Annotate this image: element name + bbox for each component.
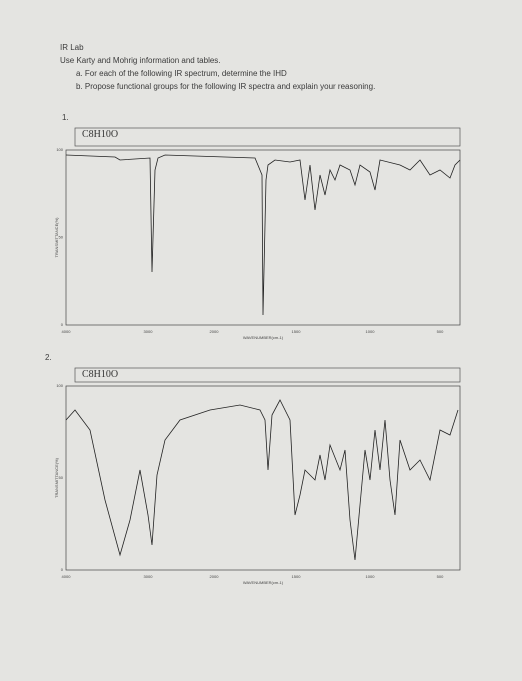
spectrum-trace xyxy=(65,399,459,561)
y-tick-label: 50 xyxy=(59,235,64,240)
y-tick-label: 100 xyxy=(56,147,63,152)
x-tick-label: 1500 xyxy=(292,574,302,579)
x-tick-label: 500 xyxy=(437,574,444,579)
y-axis-title: TRANSMITTANCE(%) xyxy=(54,457,59,498)
x-tick-label: 4000 xyxy=(62,329,72,334)
plot-frame xyxy=(65,149,461,326)
item: b. Propose functional groups for the fol… xyxy=(76,82,375,91)
formula: C8H10O xyxy=(82,129,118,140)
spectrum-number: 1. xyxy=(62,113,69,122)
x-tick-label: 1500 xyxy=(292,329,302,334)
x-tick-label: 1000 xyxy=(366,329,376,334)
item: a. For each of the following IR spectrum… xyxy=(76,69,287,78)
spectrum-number: 2. xyxy=(45,353,52,362)
formula: C8H10O xyxy=(82,369,118,380)
x-axis-title: WAVENUMBER(cm-1) xyxy=(243,335,284,340)
x-tick-label: 3000 xyxy=(144,574,154,579)
x-tick-label: 500 xyxy=(437,329,444,334)
y-tick-label: 100 xyxy=(56,383,63,388)
x-tick-label: 1000 xyxy=(366,574,376,579)
plot-frame xyxy=(65,385,461,571)
y-tick-label: 0 xyxy=(61,567,64,572)
x-tick-label: 2000 xyxy=(210,574,220,579)
instruction: Use Karty and Mohrig information and tab… xyxy=(60,56,221,65)
x-tick-label: 4000 xyxy=(62,574,72,579)
y-tick-label: 0 xyxy=(61,322,64,327)
x-tick-label: 3000 xyxy=(144,329,154,334)
y-tick-label: 50 xyxy=(59,475,64,480)
spectrum-trace xyxy=(65,154,461,316)
y-axis-title: TRANSMITTANCE(%) xyxy=(54,217,59,258)
title: IR Lab xyxy=(60,43,84,52)
x-tick-label: 2000 xyxy=(210,329,220,334)
x-axis-title: WAVENUMBER(cm-1) xyxy=(243,580,284,585)
header-box xyxy=(74,367,461,383)
header-box xyxy=(74,127,461,147)
